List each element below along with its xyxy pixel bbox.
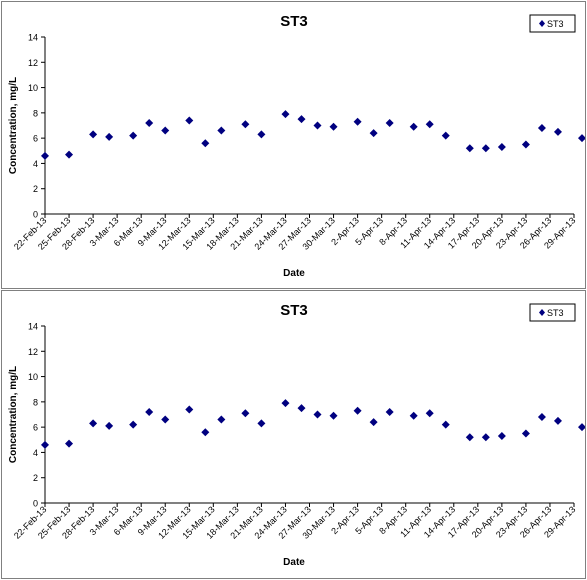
- legend-box: [529, 303, 576, 322]
- y-tick-label: 4: [33, 448, 38, 458]
- data-point: [201, 428, 210, 437]
- data-point: [425, 120, 434, 129]
- y-tick-label: 14: [28, 33, 38, 43]
- chart-panel-bottom: ST3 ST3 0 2 4 6 8 10 12 14 22-Feb-13 25-Feb-13 28-Fe…: [1, 290, 586, 579]
- y-tick-label: 4: [33, 159, 38, 169]
- data-point: [89, 419, 98, 428]
- data-point: [441, 131, 450, 140]
- data-point: [497, 142, 506, 151]
- data-point: [41, 151, 49, 160]
- data-point: [578, 134, 585, 143]
- data-point: [329, 411, 338, 420]
- data-point: [369, 418, 378, 427]
- data-point: [161, 126, 170, 135]
- chart-title: ST3: [280, 302, 308, 319]
- data-point: [145, 407, 154, 416]
- data-point: [297, 404, 306, 413]
- y-tick-label: 8: [33, 108, 38, 118]
- data-point: [578, 423, 585, 432]
- y-tick-label: 12: [28, 58, 38, 68]
- data-point: [257, 419, 266, 428]
- data-point: [257, 130, 266, 139]
- data-point: [553, 416, 562, 425]
- data-point: [217, 415, 226, 424]
- data-point: [385, 118, 394, 127]
- data-point: [465, 144, 474, 153]
- data-point: [129, 131, 138, 140]
- data-point: [145, 118, 154, 127]
- data-point: [41, 440, 49, 449]
- data-point: [313, 121, 322, 130]
- legend-marker: [539, 20, 545, 27]
- y-tick-label: 8: [33, 397, 38, 407]
- data-point: [465, 433, 474, 442]
- data-point: [105, 421, 114, 430]
- y-axis-label: Concentration, mg/L: [8, 366, 19, 463]
- data-point: [481, 433, 490, 442]
- data-point: [161, 415, 170, 424]
- data-point: [481, 144, 490, 153]
- data-point: [425, 409, 434, 418]
- scatter-chart: ST3 ST30246810121422-Feb-1325-Feb-1328-Fe…: [8, 13, 585, 279]
- data-point: [105, 132, 114, 141]
- data-point: [409, 411, 418, 420]
- x-axis-label: Date: [283, 557, 305, 568]
- data-point: [385, 407, 394, 416]
- y-tick-label: 10: [28, 372, 38, 382]
- data-point: [297, 115, 306, 124]
- data-point: [497, 431, 506, 440]
- data-point: [553, 127, 562, 136]
- data-point: [129, 420, 138, 429]
- data-point: [89, 130, 98, 139]
- data-point: [409, 122, 418, 131]
- data-point: [185, 405, 194, 414]
- data-point: [521, 429, 530, 438]
- legend-label: ST3: [547, 308, 564, 318]
- scatter-chart: ST3 ST30246810121422-Feb-1325-Feb-1328-Fe…: [8, 302, 585, 568]
- data-point: [185, 116, 194, 125]
- data-point: [353, 117, 362, 126]
- data-point: [329, 122, 338, 131]
- data-point: [281, 399, 290, 408]
- data-point: [217, 126, 226, 135]
- data-point: [353, 406, 362, 415]
- y-tick-label: 14: [28, 322, 38, 332]
- legend-marker: [539, 309, 545, 316]
- data-point: [537, 413, 546, 422]
- chart-title: ST3: [280, 13, 308, 30]
- data-point: [241, 120, 250, 129]
- legend-label: ST3: [547, 19, 564, 29]
- y-tick-label: 2: [33, 473, 38, 483]
- legend: ST3: [529, 14, 576, 33]
- y-tick-label: 0: [33, 210, 38, 220]
- data-point: [65, 150, 74, 159]
- y-tick-label: 2: [33, 184, 38, 194]
- data-point: [521, 140, 530, 149]
- data-point: [281, 110, 290, 119]
- y-axis-label: Concentration, mg/L: [8, 77, 19, 174]
- y-tick-label: 6: [33, 423, 38, 433]
- y-tick-label: 12: [28, 347, 38, 357]
- data-point: [369, 129, 378, 138]
- legend: ST3: [529, 303, 576, 322]
- data-point: [201, 139, 210, 148]
- y-tick-label: 0: [33, 499, 38, 509]
- y-tick-label: 10: [28, 83, 38, 93]
- y-tick-label: 6: [33, 134, 38, 144]
- data-point: [537, 124, 546, 133]
- legend-box: [529, 14, 576, 33]
- data-point: [241, 409, 250, 418]
- x-axis-label: Date: [283, 268, 305, 279]
- chart-panel-top: ST3 ST3 0 2 4 6 8 10 12 14 22-Feb-13 25-Feb-13 28-Fe…: [1, 1, 586, 289]
- data-point: [65, 439, 74, 448]
- data-point: [441, 420, 450, 429]
- data-point: [313, 410, 322, 419]
